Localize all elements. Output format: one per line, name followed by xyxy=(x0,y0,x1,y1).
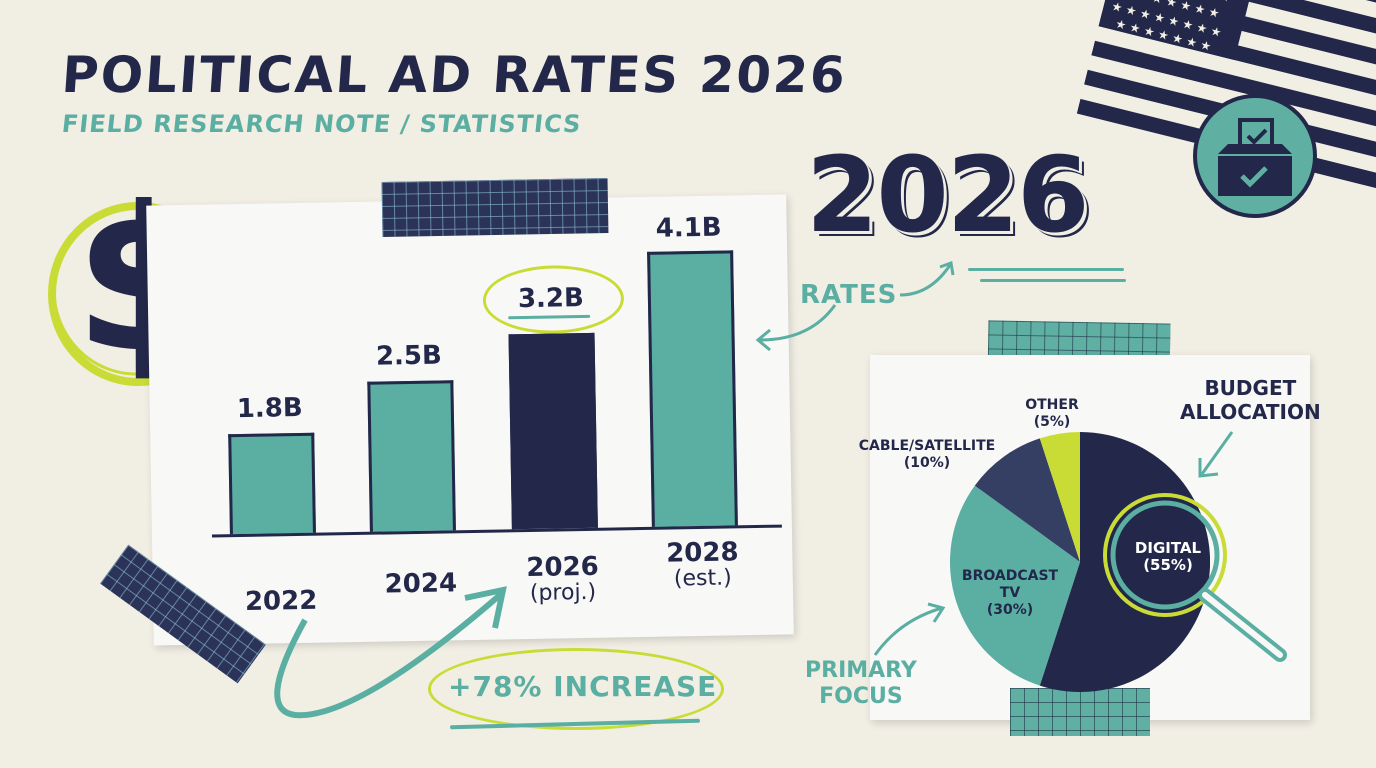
pie-label-broadcast: BROADCAST TV (30%) xyxy=(961,568,1059,618)
primary-focus-arrow-icon xyxy=(873,602,946,656)
budget-arrow-icon xyxy=(1198,431,1234,478)
bar-pointer-arrow-icon xyxy=(755,304,837,352)
pie-label-other: OTHER (5%) xyxy=(1025,397,1079,430)
budget-allocation-label: BUDGET ALLOCATION xyxy=(1180,376,1321,424)
bar-value-2022: 1.8B xyxy=(236,392,303,425)
primary-focus-label: PRIMARY FOCUS xyxy=(805,658,917,709)
highlight-circle xyxy=(482,264,625,335)
pie-label-cable: CABLE/SATELLITE (10%) xyxy=(858,438,996,471)
x-label-2028: 2028 (est.) xyxy=(665,537,739,592)
washi-tape-top xyxy=(381,178,609,237)
ballot-box-icon xyxy=(1180,94,1330,218)
rates-arrow-icon xyxy=(899,260,955,297)
bar-value-2024: 2.5B xyxy=(375,340,443,372)
growth-arrow-icon xyxy=(274,586,507,719)
bar-2024 xyxy=(367,380,456,532)
big-year-text: 2026 xyxy=(806,134,1089,256)
page-subtitle: FIELD RESEARCH NOTE / STATISTICS xyxy=(60,110,583,138)
year-underline xyxy=(968,268,1124,271)
increase-circle xyxy=(428,648,724,730)
bar-2022 xyxy=(228,432,316,535)
year-underline-2 xyxy=(980,279,1126,282)
increase-annotation: +78% INCREASE xyxy=(448,670,718,703)
rates-annotation: RATES xyxy=(800,280,898,310)
pie-label-digital: DIGITAL (55%) xyxy=(1134,539,1202,574)
bar-2026 xyxy=(508,332,598,530)
page-title: POLITICAL AD RATES 2026 xyxy=(59,46,849,104)
bar-chart-card: 1.8B 2.5B 3.2B 4.1B 2022 2024 2026 (proj.… xyxy=(146,194,794,646)
washi-tape-pie-bottom xyxy=(1010,688,1150,736)
magnifier-icon xyxy=(1103,493,1287,662)
bar-2028 xyxy=(647,250,738,527)
bar-chart-plot: 1.8B 2.5B 3.2B 4.1B xyxy=(207,213,772,535)
bar-value-2028: 4.1B xyxy=(655,212,722,244)
